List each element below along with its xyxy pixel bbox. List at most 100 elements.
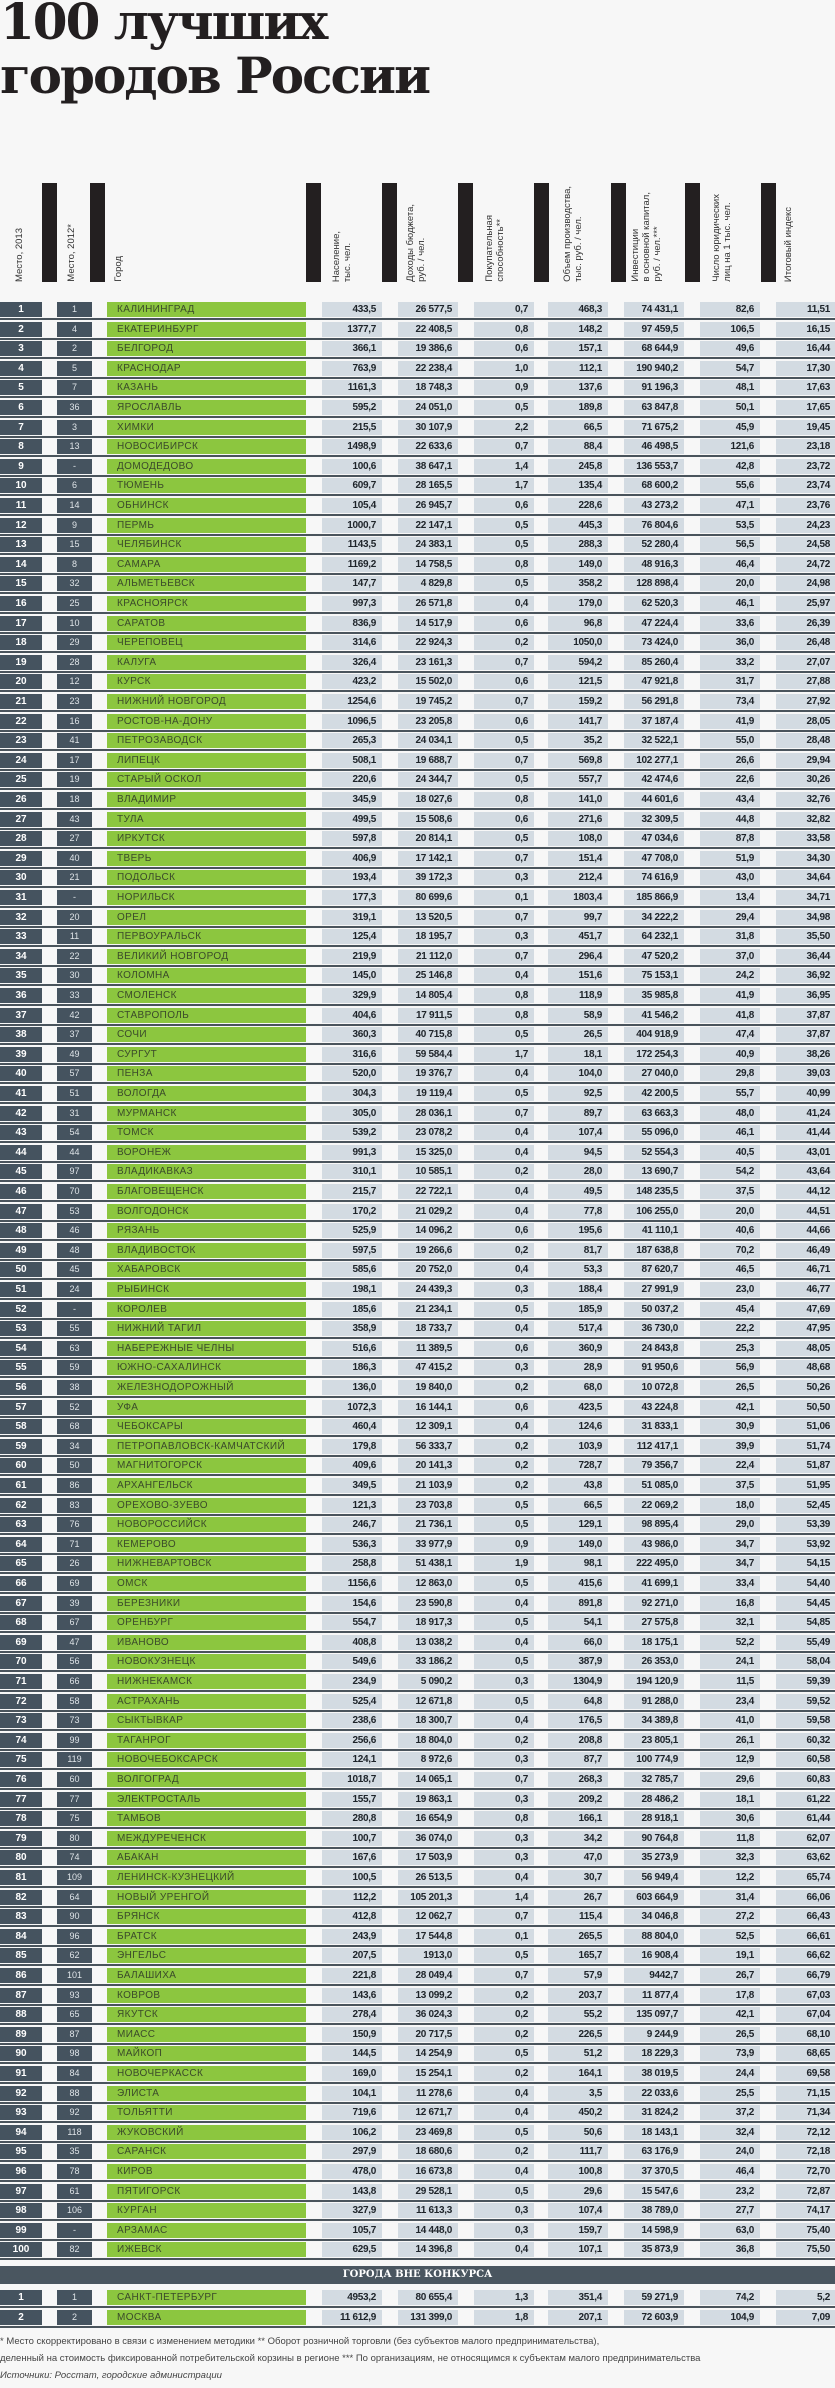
rank-2012: 83 <box>57 1498 92 1513</box>
budget-income-value: 26 945,7 <box>398 498 458 513</box>
production-value: 64,8 <box>548 1694 608 1709</box>
table-row: 53 55 НИЖНИЙ ТАГИЛ 358,9 18 733,7 0,4 517,4 36 … <box>0 1320 835 1339</box>
rank-2012: 74 <box>57 1850 92 1865</box>
table-row: 73 73 СЫКТЫВКАР 238,6 18 300,7 0,4 176,5 34 389… <box>0 1712 835 1731</box>
budget-income-value: 80 699,6 <box>398 890 458 905</box>
investment-value: 38 789,0 <box>624 2203 684 2218</box>
rank-2012: 18 <box>57 792 92 807</box>
legal-entities-value: 26,5 <box>700 2027 760 2042</box>
rank-2012: - <box>57 2223 92 2238</box>
production-value: 387,9 <box>548 1654 608 1669</box>
legal-entities-value: 43,0 <box>700 870 760 885</box>
production-value: 29,6 <box>548 2184 608 2199</box>
production-value: 107,1 <box>548 2242 608 2257</box>
rank-2012: 50 <box>57 1458 92 1473</box>
legal-entities-value: 37,0 <box>700 949 760 964</box>
rank-2012: 34 <box>57 1439 92 1454</box>
rank-2013: 5 <box>0 380 42 395</box>
population-value: 314,6 <box>322 635 382 650</box>
table-row: 40 57 ПЕНЗА 520,0 19 376,7 0,4 104,0 27 040,0 29… <box>0 1065 835 1084</box>
table-row: 20 12 КУРСК 423,2 15 502,0 0,6 121,5 47 921,8 31… <box>0 673 835 692</box>
investment-value: 185 866,9 <box>624 890 684 905</box>
production-value: 557,7 <box>548 772 608 787</box>
rank-2013: 96 <box>0 2164 42 2179</box>
investment-value: 23 805,1 <box>624 1733 684 1748</box>
purchasing-power-value: 2,2 <box>474 420 534 435</box>
total-index-value: 17,30 <box>776 361 835 376</box>
rank-2012: 43 <box>57 812 92 827</box>
city-name: ЛЕНИНСК-КУЗНЕЦКИЙ <box>107 1870 306 1885</box>
investment-value: 34 046,8 <box>624 1909 684 1924</box>
purchasing-power-value: 0,7 <box>474 1968 534 1983</box>
purchasing-power-value: 0,5 <box>474 1948 534 1963</box>
table-row: 57 52 УФА 1072,3 16 144,1 0,6 423,5 43 224,8 42,… <box>0 1399 835 1418</box>
total-index-value: 41,44 <box>776 1125 835 1140</box>
purchasing-power-value: 0,4 <box>474 1635 534 1650</box>
city-name: НОВОЧЕБОКСАРСК <box>107 1752 306 1767</box>
rank-2013: 24 <box>0 753 42 768</box>
table-row: 90 98 МАЙКОП 144,5 14 254,9 0,5 51,2 18 229,3 73… <box>0 2045 835 2064</box>
investment-value: 43 986,0 <box>624 1537 684 1552</box>
rank-2013: 74 <box>0 1733 42 1748</box>
rank-2013: 91 <box>0 2066 42 2081</box>
total-index-value: 66,79 <box>776 1968 835 1983</box>
population-value: 105,4 <box>322 498 382 513</box>
table-row: 25 19 СТАРЫЙ ОСКОЛ 220,6 24 344,7 0,5 557,7 42 … <box>0 771 835 790</box>
total-index-value: 51,95 <box>776 1478 835 1493</box>
investment-value: 135 097,7 <box>624 2007 684 2022</box>
column-header: Город <box>113 256 124 282</box>
legal-entities-value: 54,2 <box>700 1164 760 1179</box>
rank-2012: 80 <box>57 1831 92 1846</box>
production-value: 209,2 <box>548 1792 608 1807</box>
legal-entities-value: 87,8 <box>700 831 760 846</box>
production-value: 135,4 <box>548 478 608 493</box>
rank-2013: 83 <box>0 1909 42 1924</box>
city-name: ПЕРМЬ <box>107 518 306 533</box>
rank-2012: 23 <box>57 694 92 709</box>
investment-value: 34 389,8 <box>624 1713 684 1728</box>
legal-entities-value: 20,0 <box>700 576 760 591</box>
purchasing-power-value: 1,9 <box>474 1556 534 1571</box>
footnote-2: деленный на стоимость фиксированной потр… <box>0 2353 701 2364</box>
legal-entities-value: 31,8 <box>700 929 760 944</box>
purchasing-power-value: 0,4 <box>474 1870 534 1885</box>
total-index-value: 19,45 <box>776 420 835 435</box>
city-name: ТОМСК <box>107 1125 306 1140</box>
table-row: 18 29 ЧЕРЕПОВЕЦ 314,6 22 924,3 0,2 1050,0 73 42… <box>0 634 835 653</box>
population-value: 1072,3 <box>322 1400 382 1415</box>
total-index-value: 27,07 <box>776 655 835 670</box>
investment-value: 74 431,1 <box>624 302 684 317</box>
legal-entities-value: 50,1 <box>700 400 760 415</box>
production-value: 54,1 <box>548 1615 608 1630</box>
city-name: НИЖНЕВАРТОВСК <box>107 1556 306 1571</box>
investment-value: 35 273,9 <box>624 1850 684 1865</box>
table-row: 1 1 КАЛИНИНГРАД 433,5 26 577,5 0,7 468,3 74 431… <box>0 301 835 320</box>
purchasing-power-value: 0,6 <box>474 1223 534 1238</box>
legal-entities-value: 19,1 <box>700 1948 760 1963</box>
budget-income-value: 19 386,6 <box>398 341 458 356</box>
budget-income-value: 24 051,0 <box>398 400 458 415</box>
rank-2013: 42 <box>0 1106 42 1121</box>
production-value: 728,7 <box>548 1458 608 1473</box>
total-index-value: 68,10 <box>776 2027 835 2042</box>
legal-entities-value: 49,6 <box>700 341 760 356</box>
population-value: 329,9 <box>322 988 382 1003</box>
population-value: 554,7 <box>322 1615 382 1630</box>
budget-income-value: 24 383,1 <box>398 537 458 552</box>
budget-income-value: 28 049,4 <box>398 1968 458 1983</box>
population-value: 265,3 <box>322 733 382 748</box>
legal-entities-value: 106,5 <box>700 322 760 337</box>
table-row: 61 86 АРХАНГЕЛЬСК 349,5 21 103,9 0,2 43,8 51 08… <box>0 1477 835 1496</box>
rank-2012: 96 <box>57 1929 92 1944</box>
rank-2012: 16 <box>57 714 92 729</box>
legal-entities-value: 40,5 <box>700 1145 760 1160</box>
investment-value: 32 309,5 <box>624 812 684 827</box>
city-name: ЮЖНО-САХАЛИНСК <box>107 1360 306 1375</box>
rank-2013: 92 <box>0 2086 42 2101</box>
rank-2013: 61 <box>0 1478 42 1493</box>
legal-entities-value: 34,7 <box>700 1556 760 1571</box>
total-index-value: 27,88 <box>776 674 835 689</box>
population-value: 144,5 <box>322 2046 382 2061</box>
rank-2013: 85 <box>0 1948 42 1963</box>
rank-2012: 28 <box>57 655 92 670</box>
